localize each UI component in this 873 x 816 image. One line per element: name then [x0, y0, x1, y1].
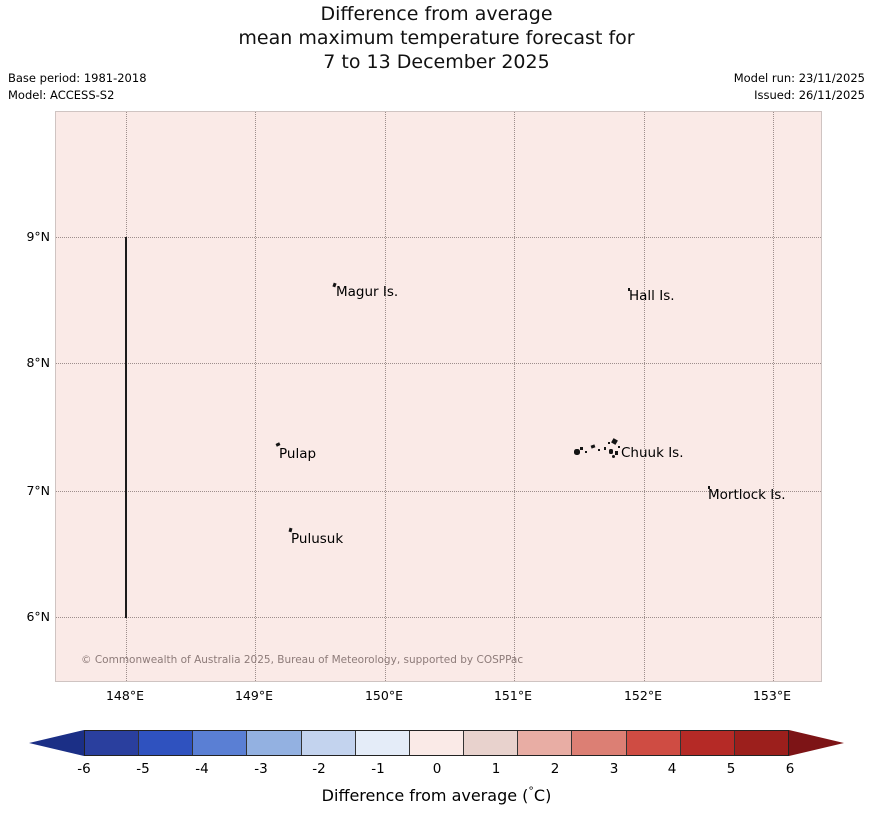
colorbar-tick--6: -6: [77, 761, 91, 777]
xtick-label-149e: 149°E: [234, 688, 273, 703]
colorbar-segment-11: [680, 731, 735, 755]
colorbar-segment-8: [518, 731, 573, 755]
gridline-lon-152: [644, 112, 645, 681]
colorbar-segment-5: [355, 731, 410, 755]
model-run-text: Model run: 23/11/2025: [733, 71, 865, 85]
colorbar-segment-1: [139, 731, 194, 755]
place-label-chuuk: Chuuk Is.: [621, 445, 684, 461]
issued-text: Issued: 26/11/2025: [754, 88, 865, 102]
colorbar-tick-6: 6: [785, 761, 795, 777]
colorbar-tick--3: -3: [254, 761, 268, 777]
colorbar-tick--4: -4: [195, 761, 209, 777]
colorbar-segment-6: [409, 731, 465, 755]
place-label-mortlock: Mortlock Is.: [708, 487, 786, 503]
colorbar-tick-4: 4: [667, 761, 677, 777]
colorbar-tick-1: 1: [491, 761, 501, 777]
island-group-chuuk: [574, 437, 630, 460]
colorbar-extend-low-cap: [29, 730, 84, 756]
ytick-label-6n: 6°N: [26, 609, 50, 624]
title-line-3: 7 to 13 December 2025: [323, 51, 550, 73]
colorbar-axis-label: Difference from average (°C): [0, 785, 873, 805]
gridline-lat-8n: [56, 363, 821, 364]
colorbar-segment-3: [247, 731, 302, 755]
xtick-label-153e: 153°E: [752, 688, 791, 703]
place-label-pulap: Pulap: [279, 446, 317, 462]
copyright-text: © Commonwealth of Australia 2025, Bureau…: [81, 654, 524, 666]
gridline-lon-151: [514, 112, 515, 681]
colorbar-tick-5: 5: [726, 761, 736, 777]
gridline-lon-153: [773, 112, 774, 681]
colorbar-tick--5: -5: [136, 761, 150, 777]
gridline-lat-6n: [56, 617, 821, 618]
colorbar-tick-0: 0: [432, 761, 442, 777]
colorbar-segment-7: [464, 731, 519, 755]
xtick-label-151e: 151°E: [493, 688, 532, 703]
map-panel[interactable]: © Commonwealth of Australia 2025, Bureau…: [55, 111, 822, 682]
gridline-lon-150: [385, 112, 386, 681]
ytick-label-8n: 8°N: [26, 355, 50, 370]
xtick-label-150e: 150°E: [364, 688, 403, 703]
gridline-lat-9n: [56, 237, 821, 238]
ytick-label-7n: 7°N: [26, 483, 50, 498]
island-mark-mortlock: [708, 486, 710, 489]
colorbar-axis-label-text: Difference from average (°C): [321, 785, 552, 806]
base-period-text: Base period: 1981-2018: [8, 71, 147, 85]
xtick-label-152e: 152°E: [623, 688, 662, 703]
colorbar-tick-3: 3: [609, 761, 619, 777]
gridline-lat-7n: [56, 491, 821, 492]
colorbar-tick--2: -2: [312, 761, 326, 777]
island-mark-hall: [628, 288, 630, 291]
colorbar-tick--1: -1: [371, 761, 385, 777]
place-label-hall: Hall Is.: [629, 288, 675, 304]
place-label-magur: Magur Is.: [336, 284, 399, 300]
title-line-2: mean maximum temperature forecast for: [238, 27, 635, 49]
colorbar-segment-0: [85, 731, 140, 755]
page-title: Difference from average mean maximum tem…: [0, 2, 873, 74]
place-label-pulusuk: Pulusuk: [291, 531, 344, 547]
colorbar-segment-4: [301, 731, 356, 755]
colorbar-segment-10: [626, 731, 681, 755]
colorbar-tick-2: 2: [550, 761, 560, 777]
ytick-label-9n: 9°N: [26, 229, 50, 244]
territorial-boundary-line: [125, 237, 127, 618]
xtick-label-148e: 148°E: [105, 688, 144, 703]
colorbar-extend-high-cap: [789, 730, 844, 756]
colorbar-gradient: [84, 730, 789, 756]
title-line-1: Difference from average: [320, 3, 553, 25]
model-text: Model: ACCESS-S2: [8, 88, 115, 102]
colorbar: -6 -5 -4 -3 -2 -1 0 1 2 3 4 5 6 Differen…: [0, 725, 873, 816]
gridline-lon-149: [255, 112, 256, 681]
colorbar-segment-9: [572, 731, 627, 755]
colorbar-segment-2: [193, 731, 248, 755]
colorbar-segment-12: [734, 731, 789, 755]
